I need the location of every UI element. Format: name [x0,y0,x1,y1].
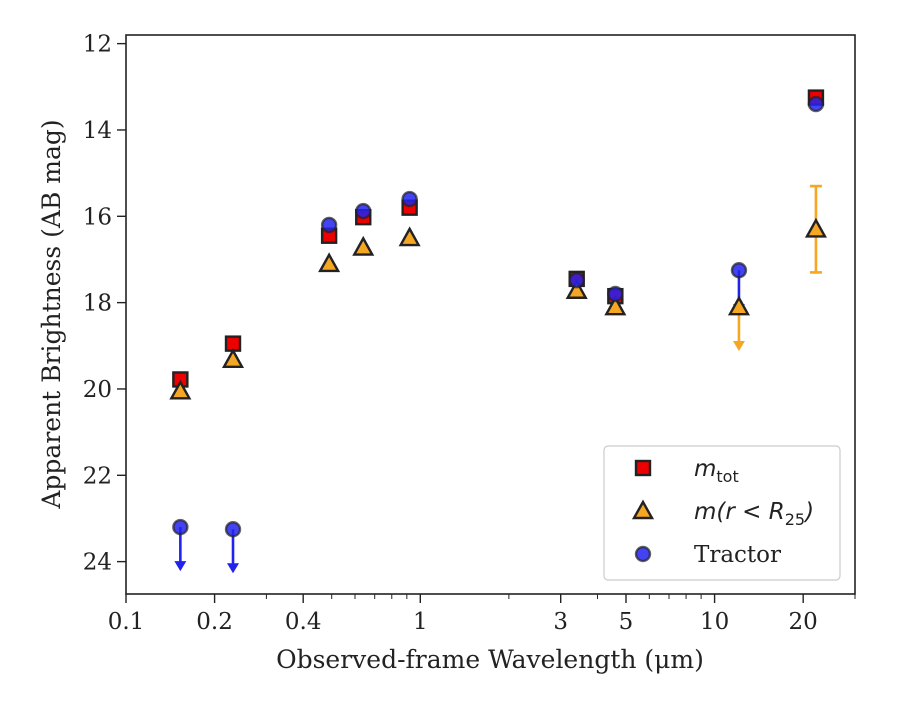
x-tick-label: 0.1 [108,609,145,635]
aperture-triangle-marker [604,295,627,316]
x-tick-label: 3 [553,609,568,635]
legend-aperture-marker [631,499,655,520]
x-tick-label: 0.2 [196,609,233,635]
aperture-triangle-marker [352,235,375,256]
aperture-upper-limit-arrow-head [732,340,745,351]
tractor-circle-marker [320,216,338,234]
x-tick-label: 1 [413,609,428,635]
aperture-triangle-marker [804,217,827,238]
y-tick-label: 24 [83,550,112,576]
y-tick-label: 14 [83,118,112,144]
legend-label-3: Tractor [694,542,781,568]
aperture-triangle-marker [169,379,192,400]
legend-box [603,445,841,581]
x-axis-label: Observed-frame Wavelength (μm) [276,645,704,674]
aperture-triangle-marker [565,279,588,299]
aperture-triangle-marker [398,226,421,247]
legend: mtot m(r < R25) Tractor [603,445,841,581]
x-tick-label: 10 [700,609,729,635]
legend-tractor-marker [634,545,652,563]
tractor-circle-marker [401,190,418,208]
tractor-circle-marker [730,262,748,279]
y-tick-label: 12 [83,32,112,58]
tractor-upper-limit-arrow-head [174,561,187,572]
tractor-circle-marker [607,285,624,303]
tractor-circle-marker [224,521,242,538]
y-axis: 12 14 16 18 20 22 24 [83,32,126,576]
aperture-triangle-marker [727,295,750,316]
x-tick-label: 5 [619,609,634,635]
x-axis: 0.1 0.2 0.4 1 3 5 10 20 [108,594,856,635]
y-tick-label: 18 [83,291,112,317]
y-tick-label: 16 [83,204,112,230]
plot-frame [125,34,856,595]
tractor-circle-marker [568,271,585,289]
legend-mtot-marker [634,459,652,477]
aperture-triangle-marker [318,252,341,273]
tractor-upper-limit-arrow-head [227,563,240,574]
y-axis-label: Apparent Brightness (AB mag) [37,119,66,509]
y-tick-label: 20 [83,377,112,403]
legend-label-1: mtot [694,456,739,486]
tractor-circle-marker [807,95,825,113]
aperture-triangle-marker [221,348,245,369]
x-tick-label: 0.4 [285,609,322,635]
tractor-circle-marker [172,518,189,536]
legend-label-2: m(r < R25) [694,499,814,529]
tractor-circle-marker [355,202,372,220]
y-tick-label: 22 [83,463,112,489]
x-tick-label: 20 [789,609,818,635]
